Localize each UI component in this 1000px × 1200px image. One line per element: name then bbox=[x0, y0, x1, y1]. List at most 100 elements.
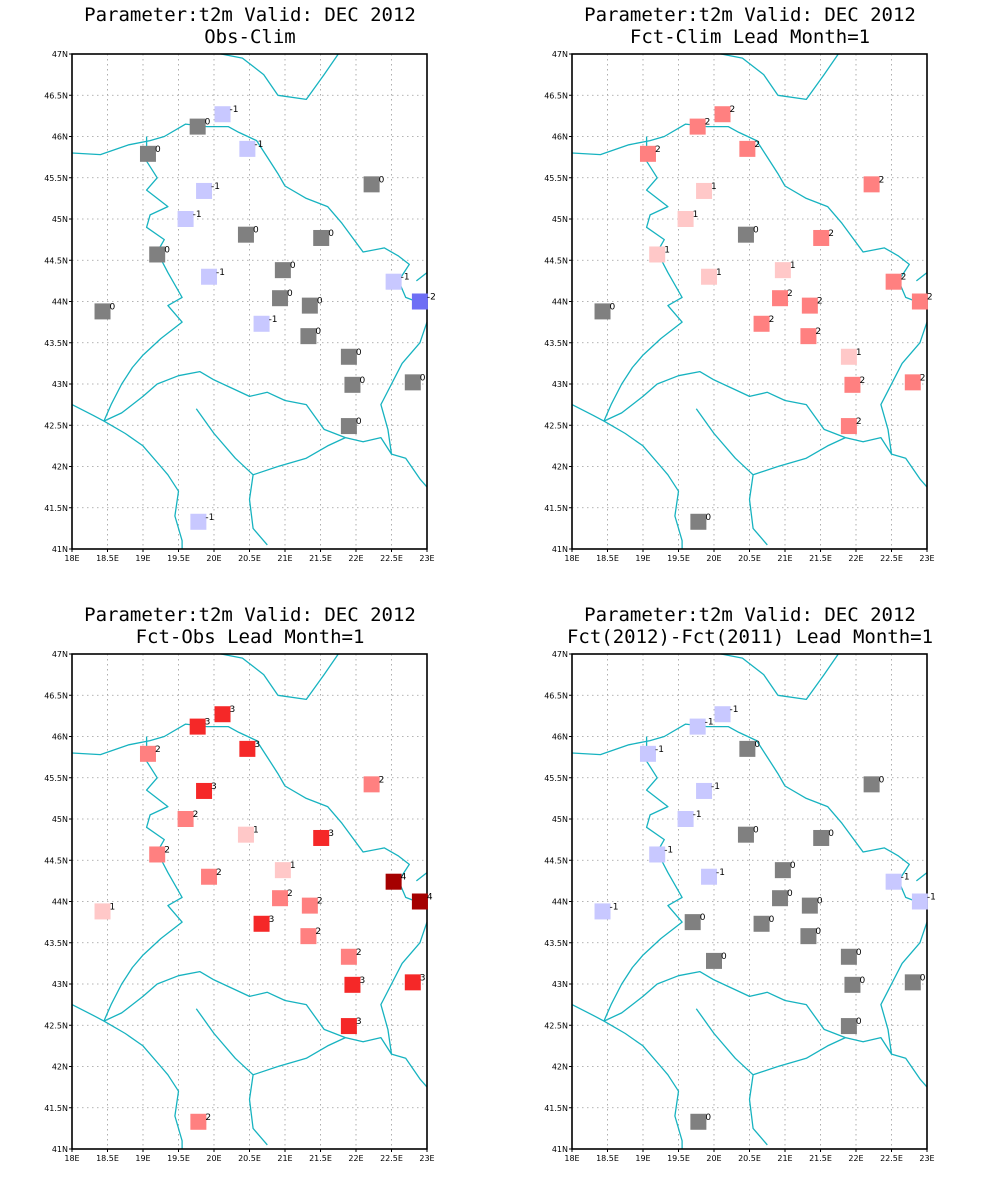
lat-tick-label: 42.5N bbox=[44, 1021, 68, 1030]
border-line bbox=[571, 404, 683, 549]
border-line bbox=[880, 321, 928, 455]
station-value-label: 2 bbox=[379, 775, 385, 785]
station-value-label: 0 bbox=[420, 373, 426, 383]
station-value-label: 0 bbox=[379, 175, 385, 185]
lat-tick-label: 44.5N bbox=[544, 856, 568, 865]
lat-tick-label: 44.5N bbox=[44, 856, 68, 865]
station-value-label: 3 bbox=[254, 740, 260, 750]
station-marker bbox=[201, 868, 218, 885]
border-line bbox=[71, 123, 428, 307]
station-value-label: -1 bbox=[610, 902, 619, 912]
station-marker bbox=[639, 745, 656, 762]
lon-tick-label: 22E bbox=[848, 1154, 863, 1163]
lon-tick-label: 18.5E bbox=[96, 1154, 119, 1163]
panel-obs-clim: Parameter:t2m Valid: DEC 2012 Obs-Clim 1… bbox=[44, 4, 436, 563]
station-value-label: 3 bbox=[328, 829, 334, 839]
lat-tick-label: 43N bbox=[52, 380, 68, 389]
lat-tick-label: 42N bbox=[52, 1063, 68, 1072]
lat-tick-label: 47N bbox=[52, 650, 68, 659]
lat-tick-label: 45N bbox=[552, 215, 568, 224]
station-value-label: -1 bbox=[230, 105, 239, 115]
station-value-label: 0 bbox=[856, 1017, 862, 1027]
lon-tick-label: 22.5E bbox=[380, 554, 403, 563]
station-marker bbox=[840, 1018, 857, 1035]
station-marker bbox=[690, 513, 707, 530]
station-marker bbox=[237, 826, 254, 843]
border-line bbox=[220, 653, 339, 701]
station-marker bbox=[689, 718, 706, 735]
station-marker bbox=[239, 140, 256, 157]
station-marker bbox=[340, 348, 357, 365]
station-marker bbox=[190, 1113, 207, 1130]
station-value-label: 0 bbox=[879, 775, 885, 785]
station-marker bbox=[739, 140, 756, 157]
station-marker bbox=[214, 706, 231, 723]
lat-tick-label: 42.5N bbox=[44, 421, 68, 430]
station-marker bbox=[701, 868, 718, 885]
border-line bbox=[695, 408, 768, 546]
station-value-label: 3 bbox=[420, 973, 426, 983]
station-marker bbox=[677, 211, 694, 227]
station-value-label: 0 bbox=[705, 513, 711, 523]
panel-title-line-1: Parameter:t2m Valid: DEC 2012 bbox=[584, 4, 916, 26]
station-value-label: -1 bbox=[216, 268, 225, 278]
lat-tick-label: 41.5N bbox=[544, 504, 568, 513]
station-value-label: 2 bbox=[920, 373, 926, 383]
border-line bbox=[603, 136, 683, 422]
station-marker bbox=[385, 873, 402, 890]
border-line bbox=[195, 1008, 268, 1146]
station-value-label: -1 bbox=[711, 782, 720, 792]
lon-tick-label: 20.5E bbox=[738, 1154, 761, 1163]
station-marker bbox=[385, 273, 402, 290]
border-line bbox=[720, 53, 839, 101]
station-value-label: 0 bbox=[856, 948, 862, 958]
station-value-label: 2 bbox=[356, 948, 362, 958]
lat-tick-label: 43.5N bbox=[544, 339, 568, 348]
station-value-label: 0 bbox=[817, 897, 823, 907]
lat-tick-label: 46.5N bbox=[44, 691, 68, 700]
station-marker bbox=[177, 211, 194, 227]
border-line bbox=[103, 970, 428, 1088]
station-value-label: -1 bbox=[927, 893, 936, 903]
station-value-label: 1 bbox=[711, 182, 717, 192]
station-value-label: -1 bbox=[901, 873, 910, 883]
lat-tick-label: 42N bbox=[52, 463, 68, 472]
station-value-label: -1 bbox=[730, 705, 739, 715]
station-marker bbox=[594, 303, 611, 320]
border-line bbox=[695, 1008, 768, 1146]
station-value-label: 2 bbox=[879, 175, 885, 185]
station-value-label: -1 bbox=[401, 273, 410, 283]
lat-tick-label: 46N bbox=[552, 133, 568, 142]
station-marker bbox=[800, 928, 817, 945]
lon-tick-label: 18E bbox=[564, 554, 579, 563]
station-value-label: 0 bbox=[155, 145, 161, 155]
lon-tick-label: 21.5E bbox=[809, 1154, 832, 1163]
lat-tick-label: 46.5N bbox=[544, 691, 568, 700]
station-marker bbox=[813, 829, 830, 846]
station-value-label: 0 bbox=[328, 229, 334, 239]
lon-tick-label: 18.5E bbox=[96, 554, 119, 563]
station-marker bbox=[344, 976, 361, 993]
station-value-label: 2 bbox=[164, 845, 170, 855]
lat-tick-label: 43N bbox=[552, 980, 568, 989]
station-marker bbox=[772, 890, 789, 907]
station-value-label: 3 bbox=[359, 976, 365, 986]
station-marker bbox=[774, 862, 791, 879]
station-marker bbox=[272, 290, 289, 307]
country-borders bbox=[571, 653, 928, 1149]
lon-tick-label: 21E bbox=[277, 554, 292, 563]
station-marker bbox=[737, 226, 754, 243]
station-value-label: 3 bbox=[205, 718, 211, 728]
country-borders bbox=[71, 53, 428, 549]
gridlines bbox=[572, 654, 927, 1149]
lon-tick-label: 19E bbox=[635, 554, 650, 563]
lat-tick-label: 44.5N bbox=[544, 256, 568, 265]
border-line bbox=[380, 921, 428, 1055]
station-marker bbox=[649, 246, 666, 263]
station-marker bbox=[274, 862, 291, 879]
station-marker bbox=[639, 145, 656, 162]
lat-tick-label: 42N bbox=[552, 1063, 568, 1072]
lat-tick-label: 45.5N bbox=[544, 174, 568, 183]
panel-title-line-1: Parameter:t2m Valid: DEC 2012 bbox=[84, 4, 416, 26]
station-marker bbox=[863, 776, 880, 793]
